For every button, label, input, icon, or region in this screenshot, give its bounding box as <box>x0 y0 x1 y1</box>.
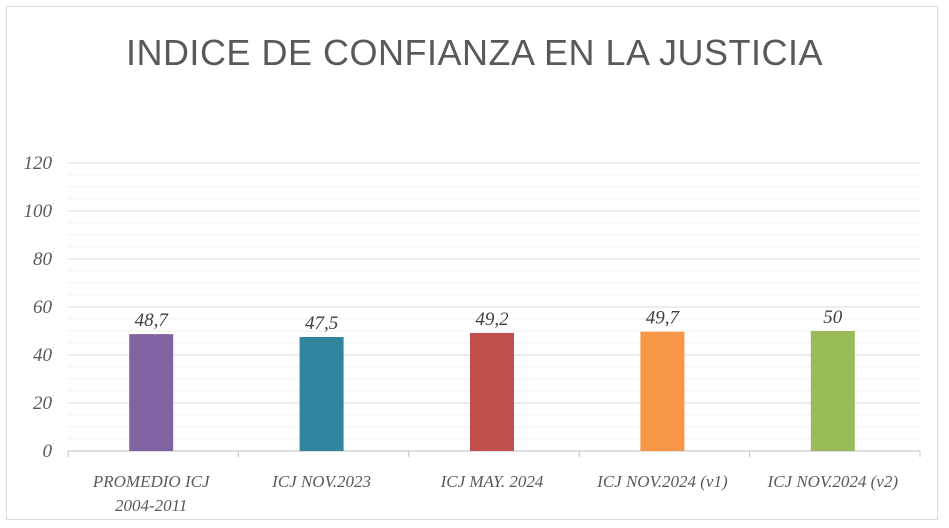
bar[interactable] <box>129 334 174 451</box>
x-category-label: ICJ MAY. 2024 <box>440 472 544 491</box>
y-tick-label: 120 <box>24 153 53 174</box>
bar-data-label: 48,7 <box>135 310 170 331</box>
bar-data-label: 50 <box>823 307 843 328</box>
y-tick-label: 40 <box>33 345 53 366</box>
y-tick-label: 100 <box>24 201 53 222</box>
bar-data-label: 49,7 <box>646 308 681 329</box>
y-tick-label: 60 <box>33 297 53 318</box>
y-tick-label: 0 <box>43 441 53 462</box>
x-category-label: ICJ NOV.2024 (v1) <box>596 472 728 491</box>
bar-data-label: 47,5 <box>305 313 338 334</box>
x-category-label: ICJ NOV.2024 (v2) <box>767 472 899 491</box>
x-category-label: ICJ NOV.2023 <box>271 472 371 491</box>
bar[interactable] <box>640 331 685 451</box>
y-tick-label: 20 <box>33 393 53 414</box>
bar-data-label: 49,2 <box>475 309 509 330</box>
bar[interactable] <box>299 337 344 451</box>
x-category-label: PROMEDIO ICJ <box>92 472 211 491</box>
bar[interactable] <box>810 331 855 451</box>
bar[interactable] <box>470 332 514 451</box>
x-category-label: 2004-2011 <box>115 496 187 515</box>
chart-title: INDICE DE CONFIANZA EN LA JUSTICIA <box>125 32 824 73</box>
y-tick-label: 80 <box>33 249 53 270</box>
